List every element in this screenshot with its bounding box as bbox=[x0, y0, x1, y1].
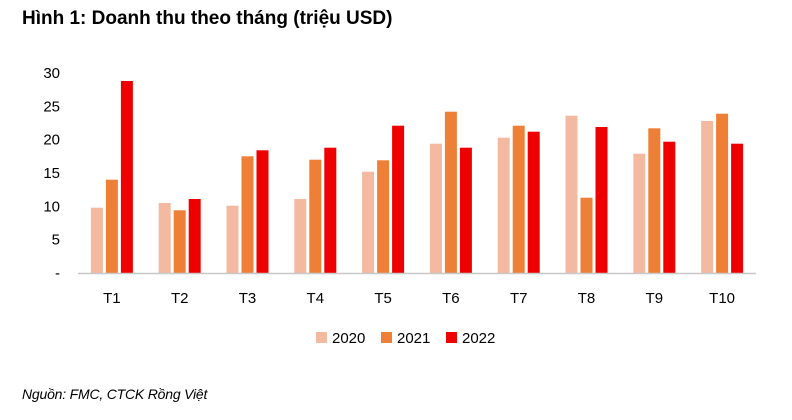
x-tick-label-T6: T6 bbox=[442, 290, 460, 307]
y-axis: - 5 10 15 20 25 30 bbox=[43, 65, 60, 282]
y-tick-label: 20 bbox=[43, 132, 60, 149]
legend-swatch-2020 bbox=[316, 332, 327, 343]
x-tick-label-T1: T1 bbox=[103, 290, 121, 307]
legend-swatch-2022 bbox=[446, 332, 457, 343]
bar-2022-T4 bbox=[324, 147, 337, 273]
bar-2020-T6 bbox=[429, 143, 442, 273]
bar-2021-T1 bbox=[105, 179, 118, 273]
source-note: Nguồn: FMC, CTCK Rồng Việt bbox=[22, 386, 208, 402]
bar-2021-T3 bbox=[241, 156, 254, 273]
y-tick-label: 15 bbox=[43, 165, 60, 182]
bar-2020-T7 bbox=[497, 137, 510, 273]
y-tick-label: 25 bbox=[43, 98, 60, 115]
bar-2020-T3 bbox=[226, 205, 239, 273]
bar-2020-T4 bbox=[294, 199, 307, 273]
y-tick-label: 5 bbox=[52, 232, 60, 249]
bar-2022-T10 bbox=[731, 143, 744, 273]
chart-title: Hình 1: Doanh thu theo tháng (triệu USD) bbox=[22, 8, 393, 29]
x-axis: T1 T2 T3 T4 T5 T6 T7 T8 T9 T10 bbox=[103, 290, 735, 307]
legend-label-2021: 2021 bbox=[397, 330, 430, 347]
x-tick-label-T4: T4 bbox=[307, 290, 325, 307]
bar-2022-T8 bbox=[595, 127, 608, 273]
bar-2021-T4 bbox=[309, 159, 322, 273]
bar-2022-T3 bbox=[256, 150, 269, 273]
bar-2021-T5 bbox=[377, 160, 390, 273]
bar-2021-T8 bbox=[580, 197, 593, 273]
bar-2021-T10 bbox=[716, 113, 729, 273]
legend-swatch-2021 bbox=[381, 332, 392, 343]
bar-2022-T9 bbox=[663, 141, 676, 273]
x-tick-label-T2: T2 bbox=[171, 290, 189, 307]
bar-2021-T7 bbox=[512, 125, 525, 273]
bar-2020-T2 bbox=[158, 203, 171, 273]
y-tick-label: 30 bbox=[43, 65, 60, 82]
x-tick-label-T10: T10 bbox=[709, 290, 735, 307]
bar-2022-T7 bbox=[527, 131, 540, 273]
bar-2020-T5 bbox=[362, 171, 375, 273]
bar-2022-T2 bbox=[188, 199, 201, 273]
bar-2020-T8 bbox=[565, 115, 578, 273]
bar-2022-T6 bbox=[459, 147, 472, 273]
x-tick-label-T3: T3 bbox=[239, 290, 257, 307]
y-tick-label: - bbox=[55, 265, 60, 282]
bar-2020-T9 bbox=[633, 153, 646, 273]
bar-2021-T9 bbox=[648, 128, 661, 273]
legend-label-2022: 2022 bbox=[462, 330, 495, 347]
x-tick-label-T9: T9 bbox=[646, 290, 664, 307]
x-tick-label-T7: T7 bbox=[510, 290, 528, 307]
bar-2021-T2 bbox=[173, 210, 186, 273]
legend: 2020 2021 2022 bbox=[316, 330, 495, 347]
bars-group bbox=[90, 81, 744, 273]
x-tick-label-T8: T8 bbox=[578, 290, 596, 307]
bar-2020-T10 bbox=[701, 121, 714, 273]
bar-2020-T1 bbox=[90, 207, 103, 273]
bar-2022-T5 bbox=[392, 125, 405, 273]
y-tick-label: 10 bbox=[43, 198, 60, 215]
x-tick-label-T5: T5 bbox=[374, 290, 392, 307]
bar-2021-T6 bbox=[444, 111, 457, 273]
bar-2022-T1 bbox=[120, 81, 133, 273]
legend-label-2020: 2020 bbox=[332, 330, 365, 347]
